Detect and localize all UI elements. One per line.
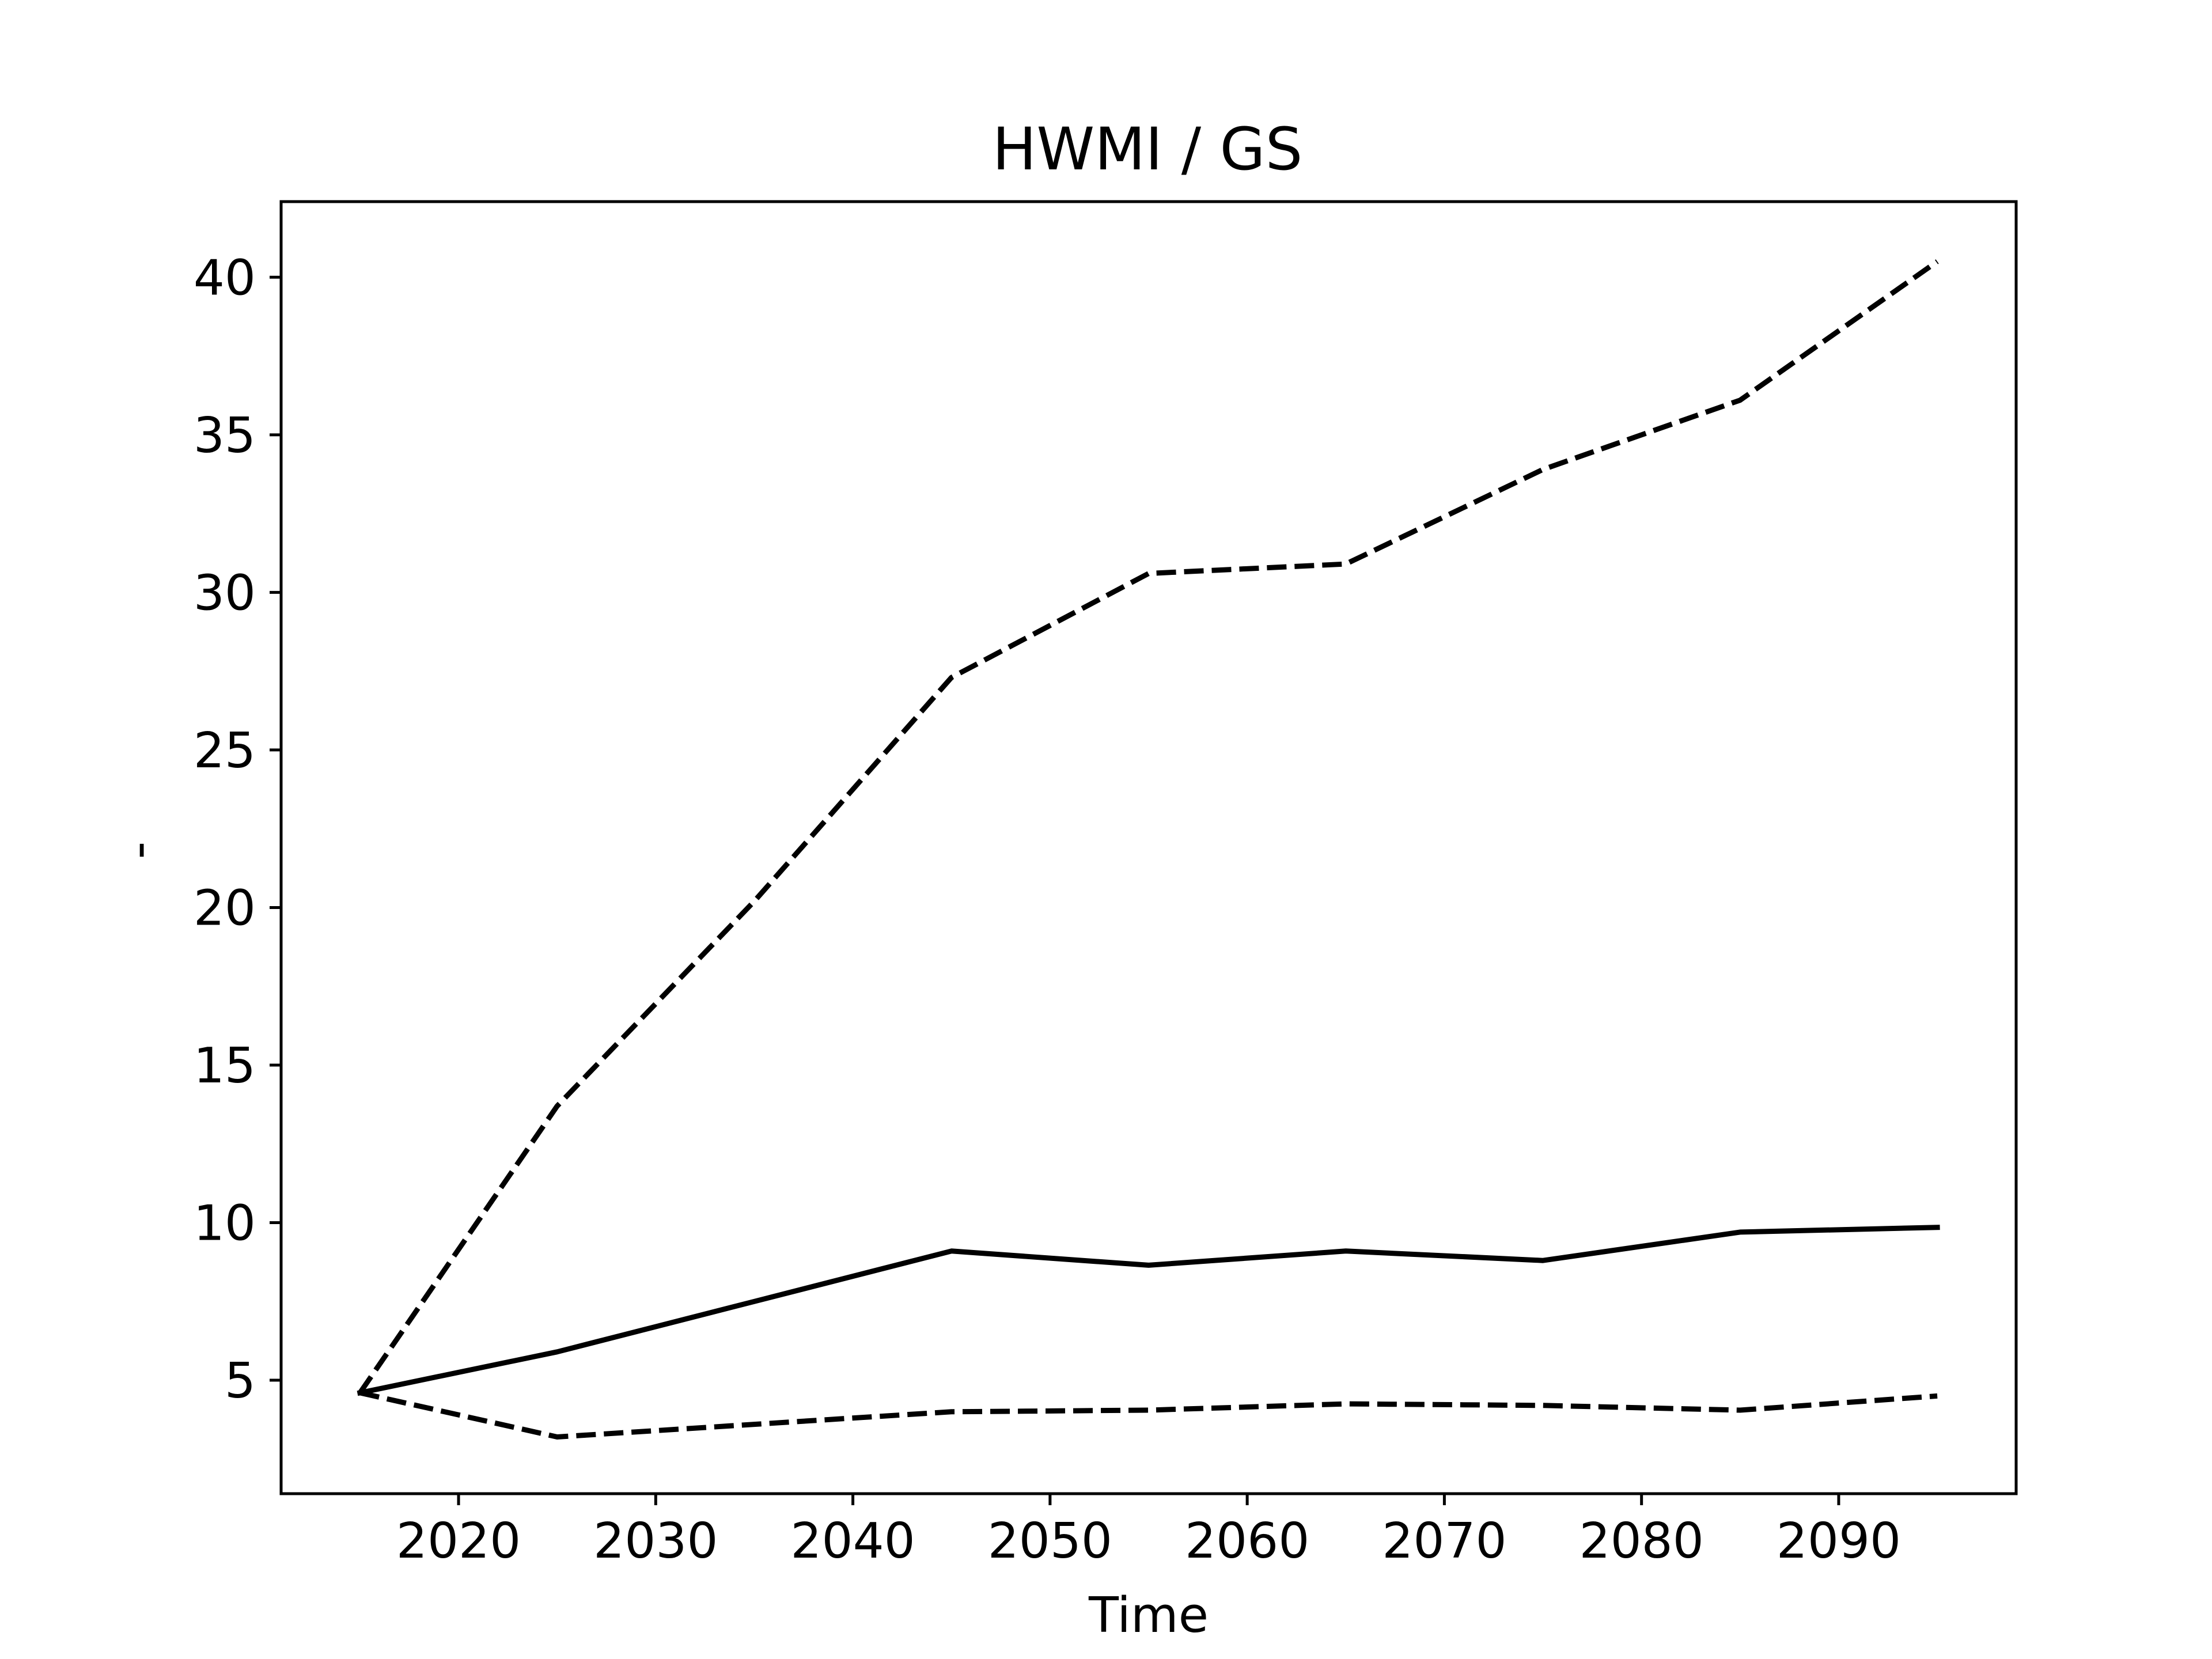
plot-area [279, 200, 2018, 1495]
x-tick-label: 2090 [1777, 1513, 1901, 1570]
y-axis-title: - [110, 842, 167, 859]
x-tick-label: 2080 [1580, 1513, 1704, 1570]
y-tick-label: 15 [194, 1037, 256, 1094]
chart-title: HWMI / GS [993, 115, 1303, 184]
series-line-median [357, 1225, 1940, 1396]
y-tick-label: 20 [194, 880, 256, 937]
x-tick-label: 2050 [988, 1513, 1112, 1570]
y-axis: 5 10 15 20 25 30 35 40 [194, 249, 281, 1410]
x-axis-title: Time [1088, 1587, 1209, 1644]
x-tick-label: 2060 [1185, 1513, 1309, 1570]
y-tick-label: 40 [194, 249, 256, 306]
y-tick-label: 30 [194, 565, 256, 622]
x-tick-label: 2040 [790, 1513, 915, 1570]
y-tick-label: 10 [194, 1195, 256, 1252]
y-tick-label: 5 [225, 1353, 256, 1410]
series-line-upper [358, 259, 1939, 1395]
plot-frame [279, 200, 2018, 1495]
y-tick-label: 35 [194, 407, 256, 464]
data-lines [357, 259, 1940, 1440]
y-tick-label: 25 [194, 722, 256, 779]
series-line-lower [359, 1390, 1938, 1440]
plot-background [281, 202, 2016, 1494]
x-axis: 2020 2030 2040 2050 2060 2070 2080 2090 [396, 1494, 1901, 1570]
x-tick-label: 2030 [593, 1513, 718, 1570]
x-tick-label: 2020 [396, 1513, 521, 1570]
x-tick-label: 2070 [1382, 1513, 1506, 1570]
